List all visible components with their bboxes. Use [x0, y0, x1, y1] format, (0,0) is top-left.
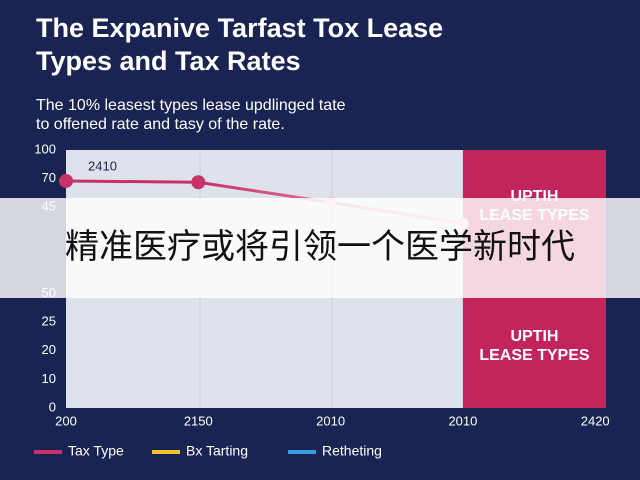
- y-tick-label: 10: [42, 371, 56, 386]
- legend-label: Tax Type: [68, 443, 124, 459]
- overlay-banner: [0, 198, 640, 298]
- x-tick-label: 2010: [316, 413, 345, 428]
- y-tick-label: 0: [49, 399, 56, 414]
- x-tick-label: 2010: [448, 413, 477, 428]
- highlight-label: LEASE TYPES: [479, 347, 590, 364]
- y-tick-label: 70: [42, 170, 56, 185]
- overlay-text: 精准医疗或将引领一个医学新时代: [65, 228, 575, 266]
- x-tick-label: 2420: [581, 413, 610, 428]
- y-tick-label: 25: [42, 314, 56, 329]
- legend-label: Retheting: [322, 443, 382, 459]
- y-tick-label: 20: [42, 342, 56, 357]
- highlight-label: UPTIH: [510, 328, 558, 345]
- x-tick-label: 2150: [184, 413, 213, 428]
- point: [59, 173, 73, 188]
- chart-title: The Expanive Tarfast Tox Lease: [36, 13, 443, 43]
- chart-subtitle: to offened rate and tasy of the rate.: [36, 116, 285, 133]
- point: [191, 175, 206, 190]
- chart-subtitle: The 10% leasest types lease updlinged ta…: [36, 97, 346, 114]
- annotation: 2410: [88, 158, 117, 173]
- legend-label: Bx Tarting: [186, 443, 248, 459]
- chart-title: Types and Tax Rates: [36, 46, 301, 76]
- x-tick-label: 200: [55, 413, 77, 428]
- y-tick-label: 100: [34, 141, 56, 156]
